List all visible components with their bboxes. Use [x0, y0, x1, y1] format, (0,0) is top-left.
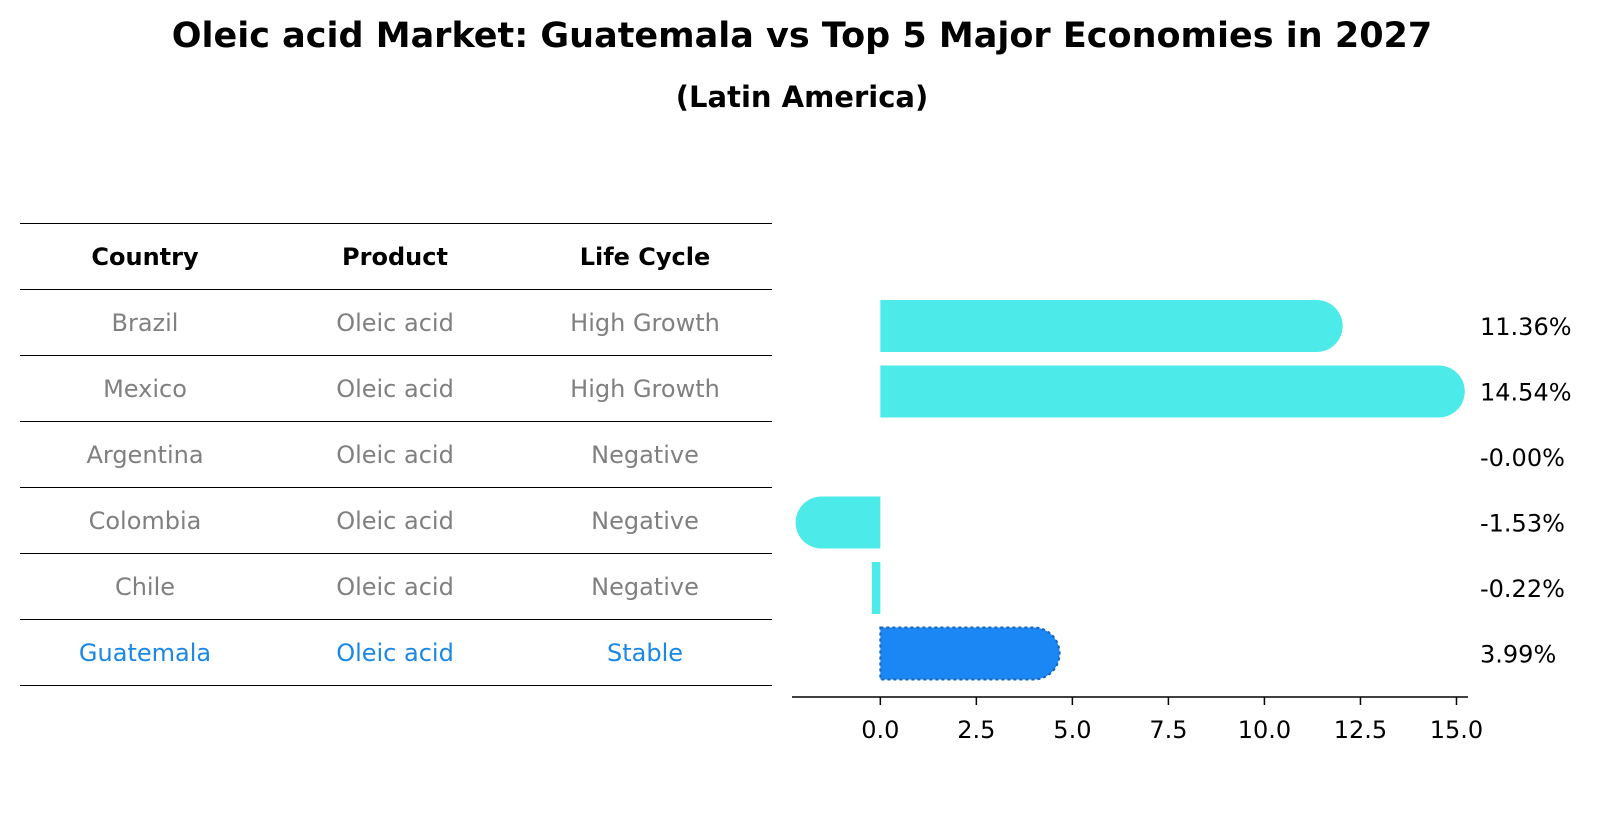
- table-row: Mexico Oleic acid High Growth: [20, 356, 772, 422]
- data-table: Country Product Life Cycle Brazil Oleic …: [20, 223, 772, 686]
- cell-life-cycle: Negative: [591, 441, 699, 469]
- cell-country: Brazil: [111, 309, 179, 337]
- data-label-colombia: -1.53%: [1480, 510, 1565, 538]
- cell-life-cycle: Negative: [591, 573, 699, 601]
- bar-guatemala: [879, 626, 1061, 681]
- header-product: Product: [342, 243, 448, 271]
- cell-country: Colombia: [88, 507, 202, 535]
- cell-product: Oleic acid: [336, 573, 454, 601]
- chart-subtitle: (Latin America): [675, 80, 929, 114]
- cell-country: Guatemala: [78, 639, 212, 667]
- cell-product: Oleic acid: [336, 309, 454, 337]
- x-tick-label: 7.5: [1149, 716, 1187, 744]
- x-tick-label: 12.5: [1334, 716, 1387, 744]
- x-tick-label: 0.0: [861, 716, 899, 744]
- x-tick-label: 10.0: [1238, 716, 1291, 744]
- cell-life-cycle: Stable: [606, 639, 684, 667]
- bar-colombia: [795, 496, 881, 549]
- table-row-highlighted: Guatemala Oleic acid Stable: [20, 620, 772, 686]
- x-tick-label: 5.0: [1053, 716, 1091, 744]
- cell-life-cycle: High Growth: [570, 309, 720, 337]
- cell-country: Argentina: [86, 441, 204, 469]
- cell-life-cycle: High Growth: [570, 375, 720, 403]
- x-tick-label: 15.0: [1430, 716, 1483, 744]
- bar-chile: [871, 562, 881, 614]
- table-row: Argentina Oleic acid Negative: [20, 422, 772, 488]
- cell-product: Oleic acid: [336, 375, 454, 403]
- cell-country: Chile: [114, 573, 176, 601]
- bar-brazil: [880, 300, 1343, 352]
- table-row: Chile Oleic acid Negative: [20, 554, 772, 620]
- data-label-guatemala: 3.99%: [1480, 641, 1556, 669]
- header-country: Country: [91, 243, 199, 271]
- table-row: Colombia Oleic acid Negative: [20, 488, 772, 554]
- cell-life-cycle: Negative: [591, 507, 699, 535]
- cell-product: Oleic acid: [336, 441, 454, 469]
- table-header-row: Country Product Life Cycle: [20, 224, 772, 290]
- cell-country: Mexico: [103, 375, 187, 403]
- data-label-brazil: 11.36%: [1480, 313, 1572, 341]
- data-label-mexico: 14.54%: [1480, 379, 1572, 407]
- bar-mexico: [880, 365, 1465, 418]
- cell-product: Oleic acid: [336, 507, 454, 535]
- data-label-chile: -0.22%: [1480, 575, 1565, 603]
- x-tick-label: 2.5: [957, 716, 995, 744]
- header-life-cycle: Life Cycle: [579, 243, 711, 271]
- table-row: Brazil Oleic acid High Growth: [20, 290, 772, 356]
- cell-product: Oleic acid: [336, 639, 454, 667]
- chart-title: Oleic acid Market: Guatemala vs Top 5 Ma…: [171, 16, 1433, 56]
- data-label-argentina: -0.00%: [1480, 444, 1565, 472]
